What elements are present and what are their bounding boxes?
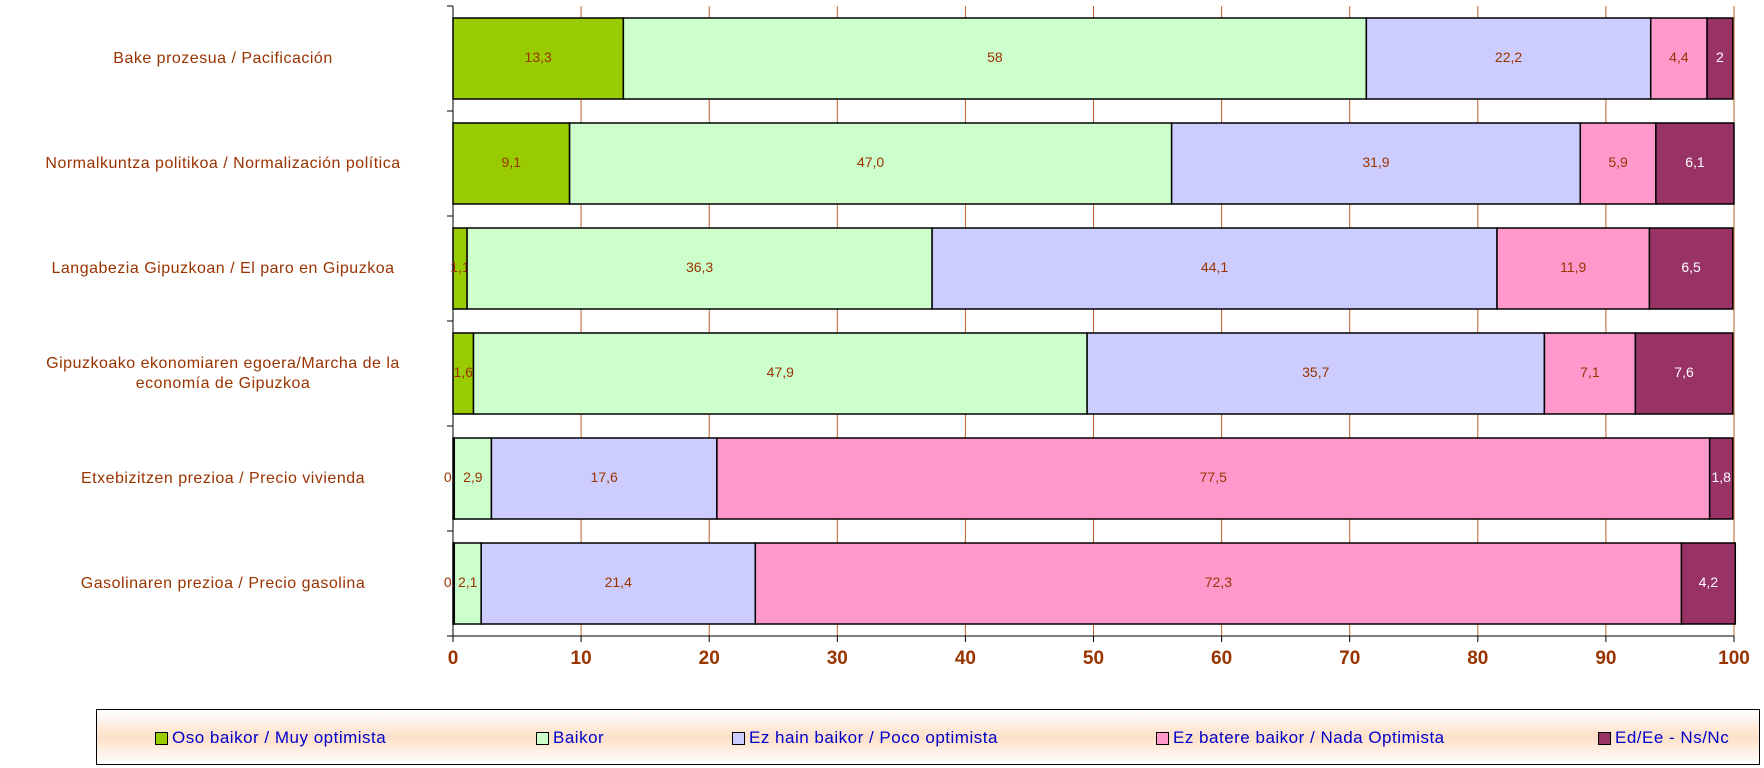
bar-segment	[1680, 542, 1737, 625]
data-label: 31,9	[1362, 154, 1389, 170]
x-tick-label: 100	[1718, 648, 1750, 669]
data-label: 47,0	[857, 154, 884, 170]
category-label: Normalkuntza politikoa / Normalización p…	[45, 154, 401, 172]
data-label: 2,9	[463, 469, 483, 485]
x-tick-label: 60	[1211, 648, 1232, 669]
x-tick-label: 20	[699, 648, 720, 669]
data-label: 11,9	[1560, 259, 1586, 275]
bar-segment	[452, 122, 571, 205]
legend-swatch	[536, 731, 549, 745]
bar-segment	[1649, 17, 1708, 100]
category-label: Langabezia Gipuzkoan / El paro en Gipuzk…	[51, 259, 395, 277]
x-tick-label: 0	[448, 648, 459, 669]
x-tick-label: 30	[827, 648, 848, 669]
legend-item: Ez hain baikor / Poco optimista	[732, 728, 998, 748]
data-label: 5,9	[1608, 154, 1628, 170]
data-label: 1,6	[454, 364, 474, 380]
data-label: 1,1	[450, 259, 470, 275]
x-tick-label: 70	[1339, 648, 1360, 669]
x-tick-label: 10	[571, 648, 592, 669]
data-label: 22,2	[1495, 49, 1522, 65]
legend-label: Ez hain baikor / Poco optimista	[749, 728, 998, 747]
legend-swatch	[732, 731, 745, 745]
bar-segment	[1708, 437, 1734, 520]
category-label: Etxebizitzen prezioa / Precio vivienda	[80, 469, 366, 487]
data-label: 77,5	[1200, 469, 1227, 485]
legend-label: Ez batere baikor / Nada Optimista	[1173, 728, 1445, 747]
x-tick-label: 40	[955, 648, 976, 669]
bar-segment	[1706, 17, 1734, 100]
bar-segment	[466, 227, 933, 310]
data-label: 2,1	[458, 574, 478, 590]
bar-segment	[1634, 332, 1734, 415]
x-tick-label: 80	[1467, 648, 1488, 669]
bar-segment	[716, 437, 1711, 520]
data-label: 72,3	[1205, 574, 1232, 590]
bar-segment	[452, 17, 625, 100]
legend-label: Oso baikor / Muy optimista	[172, 728, 387, 747]
data-label: 36,3	[686, 259, 713, 275]
data-label: 9,1	[502, 154, 522, 170]
bar-segment	[1543, 332, 1637, 415]
x-tick-label: 90	[1595, 648, 1616, 669]
data-label: 4,2	[1699, 574, 1719, 590]
data-label: 17,6	[591, 469, 618, 485]
data-label: 7,6	[1674, 364, 1694, 380]
data-label: 6,1	[1685, 154, 1705, 170]
data-label: 1,8	[1711, 469, 1731, 485]
bar-segment	[490, 437, 718, 520]
bar-segment	[1170, 122, 1582, 205]
bar-segment	[754, 542, 1683, 625]
legend-label: Ed/Ee - Ns/Nc	[1615, 728, 1730, 747]
data-label: 2	[1716, 49, 1724, 65]
data-label: 13,3	[525, 49, 552, 65]
legend-label: Baikor	[553, 728, 605, 747]
data-label: 4,4	[1669, 49, 1689, 65]
data-label: 7,1	[1580, 364, 1600, 380]
legend-item: Ed/Ee - Ns/Nc	[1598, 728, 1729, 748]
bar-segment	[480, 542, 757, 625]
bar-segment	[931, 227, 1498, 310]
data-label: 58	[987, 49, 1003, 65]
bar-segment	[1086, 332, 1546, 415]
data-label: 21,4	[605, 574, 632, 590]
data-label: 35,7	[1302, 364, 1329, 380]
chart: 0 10 20 30 40 50 60 70 80 90 100 13,3 58 22,2 4,4 2 9,1 4…	[444, 5, 1750, 669]
data-label: 44,1	[1201, 259, 1228, 275]
legend-swatch	[1156, 731, 1169, 745]
category-label: Bake prozesua / Pacificación	[113, 49, 333, 67]
legend-item: Baikor	[536, 728, 604, 748]
x-tick-label: 50	[1083, 648, 1104, 669]
legend-swatch	[155, 731, 168, 745]
data-label: 47,9	[767, 364, 794, 380]
bar-segment	[1655, 122, 1735, 205]
category-label: Gipuzkoako ekonomiaren egoera/Marcha de …	[46, 354, 400, 392]
bar-segment	[1365, 17, 1652, 100]
legend-swatch	[1598, 731, 1611, 745]
bar-segment	[1648, 227, 1734, 310]
legend-item: Oso baikor / Muy optimista	[155, 728, 386, 748]
legend: Oso baikor / Muy optimista Baikor Ez hain …	[96, 709, 1760, 765]
bar-segment	[568, 122, 1173, 205]
legend-item: Ez batere baikor / Nada Optimista	[1156, 728, 1445, 748]
data-label: 6,5	[1681, 259, 1701, 275]
category-label: Gasolinaren prezioa / Precio gasolina	[80, 574, 366, 592]
bar-segment	[622, 17, 1368, 100]
